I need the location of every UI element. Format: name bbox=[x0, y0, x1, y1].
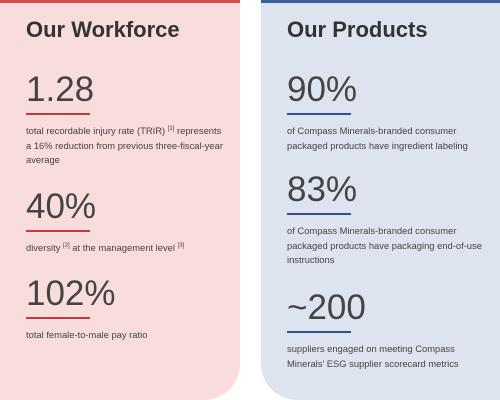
metric-description: suppliers engaged on meeting Compass Min… bbox=[287, 343, 459, 369]
footnote-marker: [3] bbox=[177, 242, 185, 249]
metric-description: of Compass Minerals-branded consumer pac… bbox=[287, 125, 468, 151]
metric-underline bbox=[287, 331, 351, 333]
metric-underline bbox=[287, 113, 351, 115]
footnote-marker: [2] bbox=[63, 242, 70, 249]
metric-description: diversity [2] at the management level [3… bbox=[26, 241, 226, 256]
metric-ingredient-labeling: 90% of Compass Minerals-branded consumer… bbox=[287, 71, 487, 153]
metric-value: ~200 bbox=[287, 288, 366, 327]
metric-value: 1.28 bbox=[26, 70, 95, 109]
metric-diversity: 40% diversity [2] at the management leve… bbox=[26, 188, 226, 256]
description-text: total recordable injury rate (TRIR) bbox=[26, 125, 166, 136]
description-text: at the management level bbox=[69, 242, 175, 253]
description-text: diversity bbox=[26, 242, 61, 253]
metric-description: total recordable injury rate (TRIR) [1] … bbox=[26, 124, 226, 168]
metric-underline bbox=[26, 230, 90, 232]
workforce-panel: Our Workforce 1.28 total recordable inju… bbox=[0, 0, 240, 400]
metric-description: of Compass Minerals-branded consumer pac… bbox=[287, 225, 482, 265]
metric-suppliers: ~200 suppliers engaged on meeting Compas… bbox=[287, 289, 487, 371]
products-title: Our Products bbox=[287, 17, 428, 42]
products-panel: Our Products 90% of Compass Minerals-bra… bbox=[261, 0, 500, 400]
metric-value: 40% bbox=[26, 187, 97, 226]
description-text: represents a 16% reduction from previous… bbox=[26, 125, 223, 165]
metric-description: total female-to-male pay ratio bbox=[26, 329, 148, 340]
workforce-title: Our Workforce bbox=[26, 17, 180, 42]
footnote-marker: [1] bbox=[167, 125, 175, 132]
metric-underline bbox=[26, 113, 90, 115]
metric-value: 90% bbox=[287, 70, 358, 109]
metric-value: 102% bbox=[26, 274, 116, 313]
metric-pay-ratio: 102% total female-to-male pay ratio bbox=[26, 275, 226, 343]
metric-underline bbox=[26, 317, 90, 319]
metric-end-of-use: 83% of Compass Minerals-branded consumer… bbox=[287, 171, 487, 268]
metric-value: 83% bbox=[287, 170, 358, 209]
metric-trir: 1.28 total recordable injury rate (TRIR)… bbox=[26, 71, 226, 168]
metric-underline bbox=[287, 213, 351, 215]
